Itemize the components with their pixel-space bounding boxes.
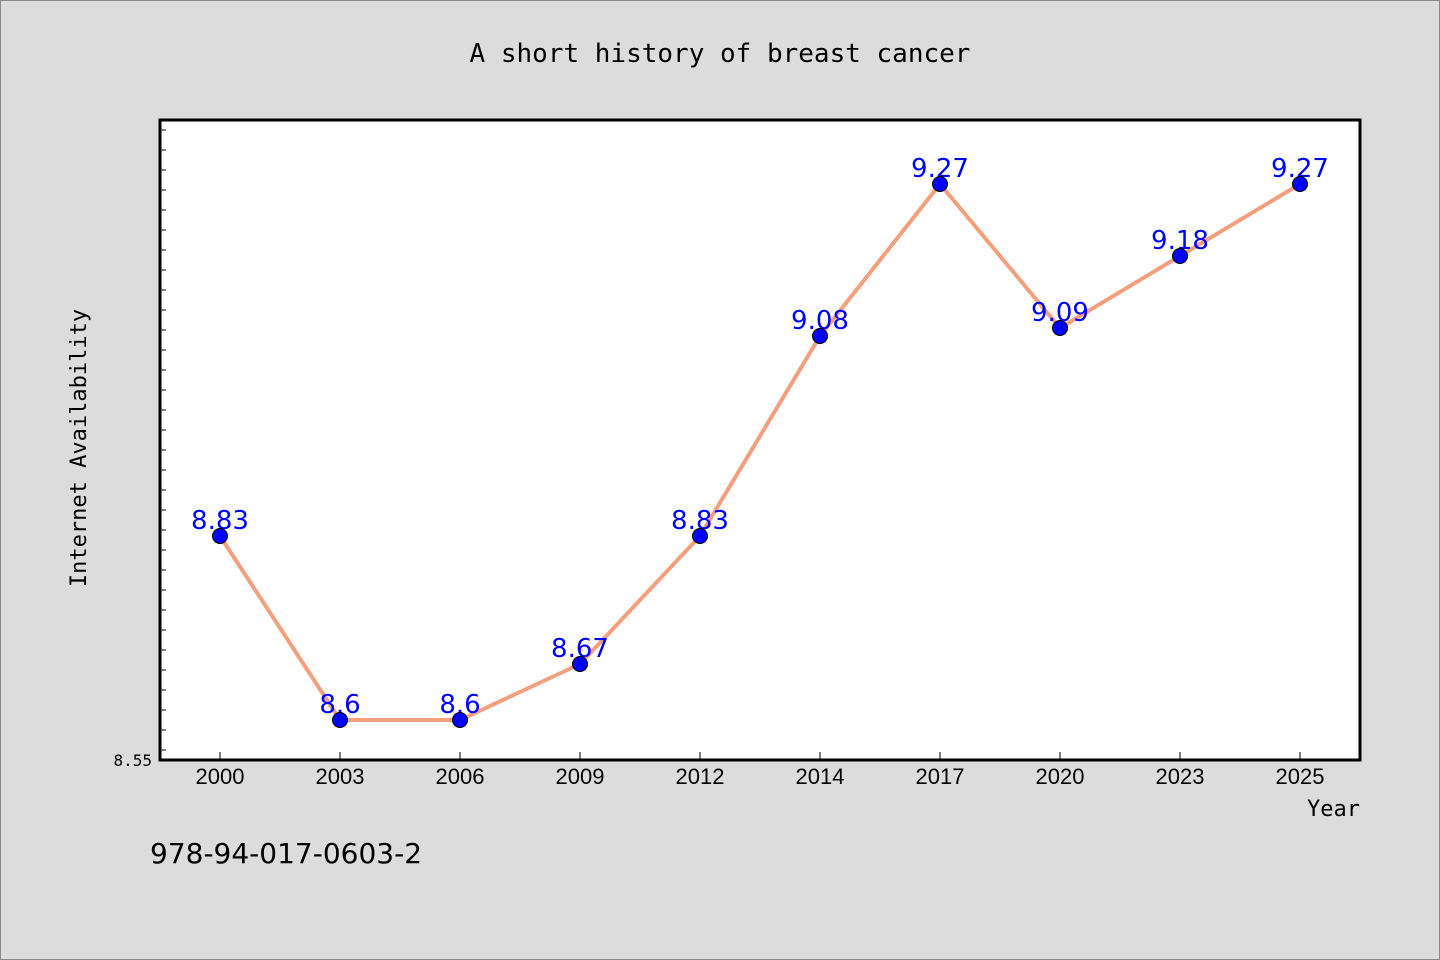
- x-tick-label: 2025: [1276, 764, 1325, 789]
- data-point: [452, 712, 468, 728]
- x-axis-ticks: 2000 2003 2006 2009 2012 2014 2017 2020 2023 2025: [196, 752, 1325, 789]
- x-tick-label: 2000: [196, 764, 245, 789]
- data-point: [572, 656, 588, 672]
- series-line: [218, 182, 1302, 722]
- data-point: [932, 176, 948, 192]
- plot-area: [158, 118, 1362, 762]
- data-point: [1292, 176, 1308, 192]
- chart-title: A short history of breast cancer: [470, 39, 971, 69]
- x-tick-label: 2017: [916, 764, 965, 789]
- x-tick-label: 2012: [676, 764, 725, 789]
- x-tick-label: 2009: [556, 764, 605, 789]
- data-point: [332, 712, 348, 728]
- x-tick-label: 2003: [316, 764, 365, 789]
- footer-text: 978-94-017-0603-2: [150, 837, 422, 870]
- x-axis-label: Year: [1307, 797, 1360, 822]
- y-tick-label: 8.55: [113, 751, 152, 770]
- y-axis-label: Internet Availability: [67, 309, 92, 587]
- y-axis-ticks: [160, 129, 166, 751]
- data-point: [212, 528, 228, 544]
- data-point: [1052, 320, 1068, 336]
- data-point: [1172, 248, 1188, 264]
- x-tick-label: 2014: [796, 764, 845, 789]
- x-tick-label: 2023: [1156, 764, 1205, 789]
- data-point: [812, 328, 828, 344]
- data-point: [692, 528, 708, 544]
- series-layer: 8.838.6 8.68.678.839.089.279.099.189.27: [191, 154, 1329, 728]
- x-tick-label: 2006: [436, 764, 485, 789]
- x-tick-label: 2020: [1036, 764, 1085, 789]
